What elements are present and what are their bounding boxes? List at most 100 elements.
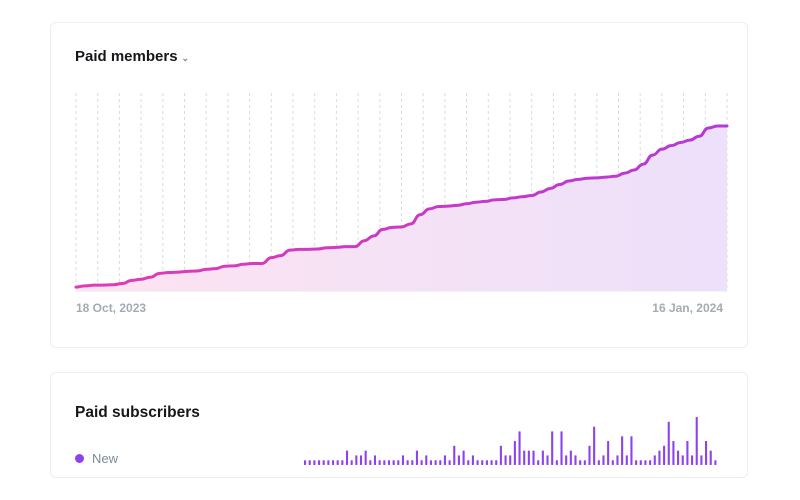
data-point <box>586 176 590 180</box>
bar <box>331 460 335 465</box>
bar <box>663 445 666 465</box>
data-point <box>93 283 97 287</box>
data-point <box>381 227 385 231</box>
data-point <box>409 222 413 226</box>
bar <box>364 450 367 465</box>
bar <box>411 460 414 465</box>
bar <box>341 460 344 465</box>
data-point <box>623 171 627 175</box>
data-point <box>186 269 190 273</box>
bar <box>695 417 698 465</box>
data-point <box>83 284 87 288</box>
bar <box>518 431 521 465</box>
bar <box>397 460 400 465</box>
data-point <box>455 203 459 207</box>
bar <box>686 441 689 465</box>
data-point <box>679 141 683 145</box>
x-axis-end-label: 16 Jan, 2024 <box>652 301 723 315</box>
data-point <box>362 239 366 243</box>
bar <box>630 436 633 465</box>
bar <box>607 441 610 465</box>
paid-subscribers-chart <box>304 417 717 465</box>
data-point <box>102 283 106 287</box>
bar <box>439 460 442 465</box>
data-point <box>427 207 431 211</box>
data-point <box>204 267 208 271</box>
data-point <box>418 213 422 217</box>
data-point <box>214 267 218 271</box>
bar <box>304 460 307 465</box>
data-point <box>493 198 497 202</box>
bar <box>653 455 656 465</box>
bar <box>355 455 358 465</box>
bar <box>322 460 325 465</box>
data-point <box>520 195 524 199</box>
bar <box>317 460 321 465</box>
bar <box>443 455 446 465</box>
bar <box>523 450 526 465</box>
data-point <box>176 270 180 274</box>
data-point <box>195 269 199 273</box>
data-point <box>660 147 664 151</box>
bar <box>434 460 437 465</box>
data-point <box>232 264 236 268</box>
bar <box>555 460 558 465</box>
data-point <box>400 225 404 229</box>
chevron-down-icon: ⌄ <box>181 52 190 63</box>
bar <box>616 455 619 465</box>
data-point <box>539 190 543 194</box>
paid-members-title: Paid members <box>75 48 178 65</box>
data-point <box>706 126 710 130</box>
bar <box>681 455 684 465</box>
bar <box>490 460 493 465</box>
bar <box>644 460 647 465</box>
data-point <box>139 277 143 281</box>
data-point <box>651 153 655 157</box>
data-point <box>121 282 125 286</box>
data-point <box>613 174 617 178</box>
bar <box>602 455 605 465</box>
data-point <box>316 247 320 251</box>
bar <box>635 460 638 465</box>
bar <box>588 445 591 465</box>
data-point <box>669 144 673 148</box>
bar <box>350 460 353 465</box>
data-point <box>511 196 515 200</box>
bar <box>453 445 456 465</box>
bar <box>672 441 675 465</box>
data-point <box>344 245 348 249</box>
bar <box>593 426 596 465</box>
data-point <box>297 247 301 251</box>
data-point <box>307 247 311 251</box>
bar <box>611 460 614 465</box>
bar <box>639 460 642 465</box>
legend: New <box>75 451 118 466</box>
bar <box>504 455 507 465</box>
paid-members-dropdown[interactable]: Paid members ⌄ <box>75 48 189 65</box>
bar <box>537 460 540 465</box>
bar <box>406 460 409 465</box>
data-point <box>260 262 264 266</box>
bar <box>495 460 498 465</box>
paid-members-chart <box>74 93 729 292</box>
bar <box>658 450 661 465</box>
bar <box>583 460 586 465</box>
legend-label: New <box>92 451 119 466</box>
data-point <box>483 199 487 203</box>
data-point <box>158 271 162 275</box>
bar <box>387 460 391 465</box>
bar <box>425 455 428 465</box>
bar <box>705 441 708 465</box>
data-point <box>325 246 329 250</box>
data-point <box>148 275 152 279</box>
data-point <box>288 248 292 252</box>
bar <box>327 460 330 465</box>
data-point <box>632 168 636 172</box>
bar <box>462 450 465 465</box>
data-point <box>567 179 571 183</box>
data-point <box>474 200 478 204</box>
paid-subscribers-title: Paid subscribers <box>75 404 200 421</box>
bar <box>415 450 419 465</box>
bar <box>481 460 484 465</box>
bar <box>429 460 432 465</box>
